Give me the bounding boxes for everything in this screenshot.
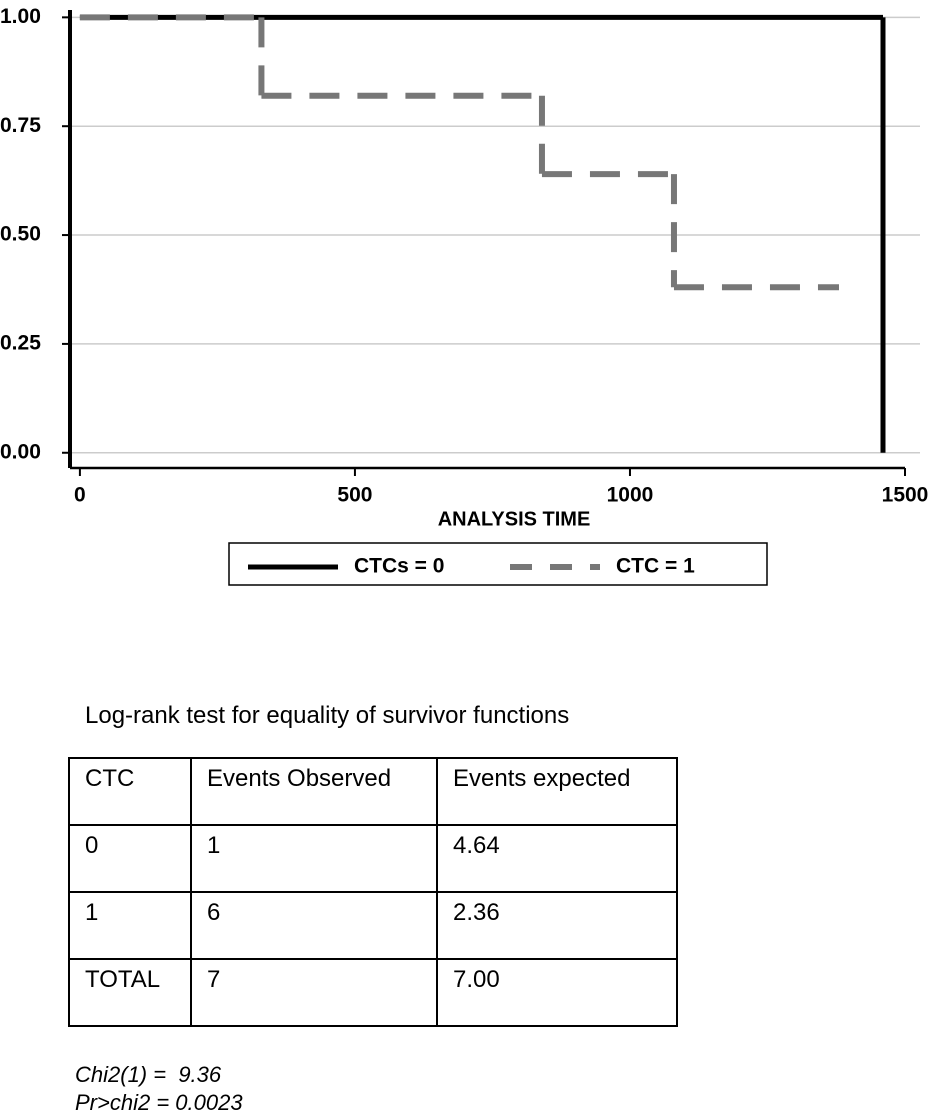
chart: ANALYSIS TIME 0.00 0.25 0.50 0.75 1.00 0 500 10… [0, 5, 929, 586]
cell: 0 [68, 824, 192, 893]
y-tick-label: 0.50 [0, 223, 41, 246]
x-tick-label: 1000 [607, 484, 654, 507]
y-tick-label: 0.75 [0, 114, 41, 137]
table-header: CTC Events Observed Events expected [68, 757, 678, 826]
table-row: 1 6 2.36 [68, 891, 678, 960]
legend-label: CTC = 1 [616, 555, 695, 578]
cell: 4.64 [436, 824, 678, 893]
x-tick-label: 0 [74, 484, 86, 507]
legend-box [228, 542, 768, 586]
header-cell: Events expected [436, 757, 678, 826]
stat-line: Pr>chi2 = 0.0023 [75, 1090, 243, 1115]
cell: 2.36 [436, 891, 678, 960]
legend-label: CTCs = 0 [354, 555, 444, 578]
y-tick-label: 0.25 [0, 331, 41, 354]
cell: 6 [190, 891, 438, 960]
x-axis-title: ANALYSIS TIME [438, 508, 591, 530]
cell: TOTAL [68, 958, 192, 1027]
table-row: 0 1 4.64 [68, 824, 678, 893]
cell: 1 [68, 891, 192, 960]
x-tick-label: 1500 [882, 484, 929, 507]
cell: 7 [190, 958, 438, 1027]
table: CTC Events Observed Events expected 0 1 … [68, 757, 678, 1027]
cell: 1 [190, 824, 438, 893]
x-tick-label: 500 [337, 484, 372, 507]
y-tick-label: 0.00 [0, 440, 41, 463]
header-cell: CTC [68, 757, 192, 826]
header-cell: Events Observed [190, 757, 438, 826]
y-tick-label: 1.00 [0, 5, 41, 28]
stat-line: Chi2(1) = 9.36 [75, 1062, 222, 1087]
table-title: Log-rank test for equality of survivor f… [85, 702, 570, 729]
cell: 7.00 [436, 958, 678, 1027]
table-row: TOTAL 7 7.00 [68, 958, 678, 1027]
